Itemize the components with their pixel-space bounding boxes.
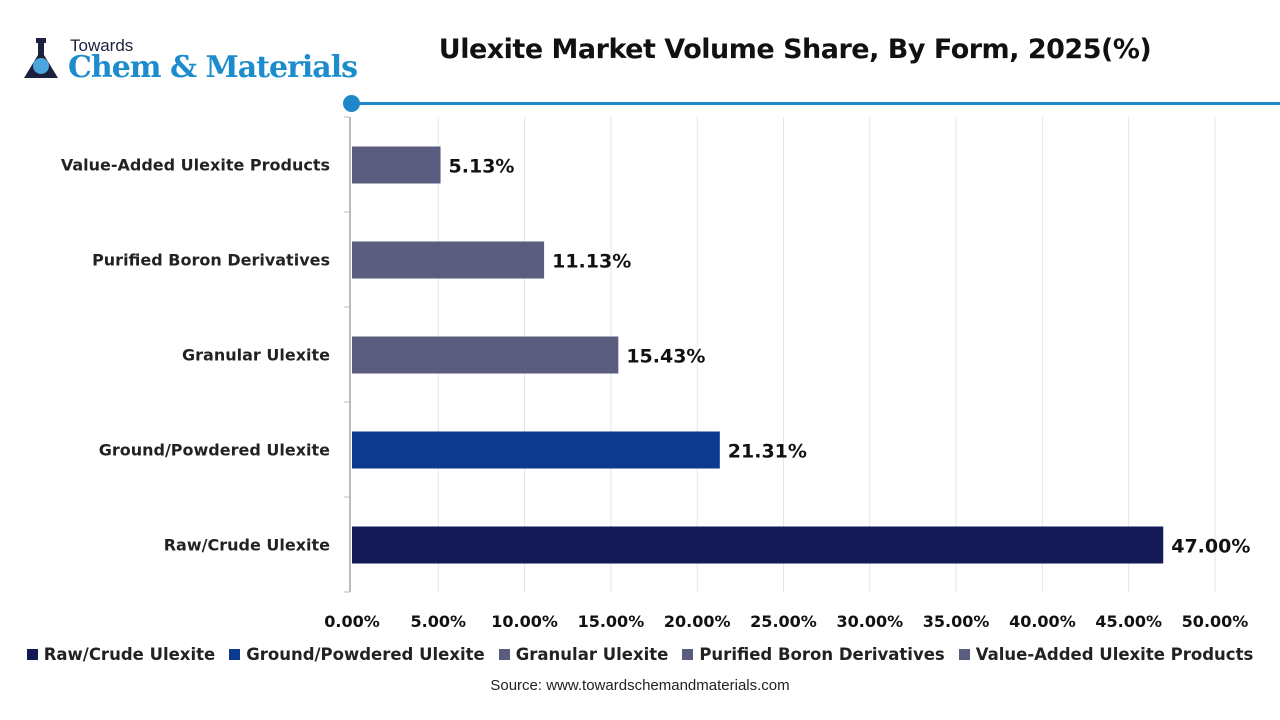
- x-tick-label: 10.00%: [491, 612, 558, 631]
- data-label: 21.31%: [728, 441, 807, 463]
- data-label: 5.13%: [449, 156, 515, 178]
- legend-item: Purified Boron Derivatives: [682, 645, 945, 664]
- legend-swatch: [498, 649, 510, 660]
- category-label: Value-Added Ulexite Products: [61, 156, 330, 175]
- logo-towards: Towards: [70, 36, 134, 55]
- legend-swatch: [682, 649, 694, 660]
- rule-dot: [343, 95, 360, 112]
- category-label: Granular Ulexite: [182, 346, 330, 365]
- x-tick-label: 30.00%: [836, 612, 903, 631]
- data-label: 15.43%: [626, 346, 705, 368]
- bar-chart: 0.00% 5.00% 10.00% 15.00% 20.00% 25.00% 30.00%…: [61, 116, 1250, 631]
- legend-swatch: [958, 649, 970, 660]
- logo-name: Chem & Materials: [68, 50, 358, 85]
- legend-label: Value-Added Ulexite Products: [975, 645, 1254, 664]
- legend-item: Raw/Crude Ulexite: [26, 645, 216, 664]
- x-tick-label: 25.00%: [750, 612, 817, 631]
- x-tick-label: 40.00%: [1009, 612, 1076, 631]
- bar: [352, 431, 720, 469]
- x-tick-label: 50.00%: [1182, 612, 1249, 631]
- x-tick-label: 20.00%: [664, 612, 731, 631]
- legend-swatch: [229, 649, 241, 660]
- title-rule: [352, 102, 1280, 105]
- legend-label: Ground/Powdered Ulexite: [246, 645, 485, 664]
- x-tick-label: 15.00%: [578, 612, 645, 631]
- legend-label: Raw/Crude Ulexite: [43, 645, 216, 664]
- logo: Towards Chem & Materials: [22, 36, 358, 86]
- data-label: 11.13%: [552, 251, 631, 273]
- legend-label: Purified Boron Derivatives: [699, 645, 945, 664]
- legend-label: Granular Ulexite: [515, 645, 669, 664]
- x-tick-label: 35.00%: [923, 612, 990, 631]
- legend-item: Value-Added Ulexite Products: [958, 645, 1254, 664]
- bar: [352, 526, 1164, 564]
- bar: [352, 241, 545, 279]
- category-label: Purified Boron Derivatives: [92, 251, 330, 270]
- category-label: Ground/Powdered Ulexite: [99, 441, 330, 460]
- data-label: 47.00%: [1171, 536, 1250, 558]
- legend: Raw/Crude Ulexite Ground/Powdered Ulexite…: [0, 645, 1280, 664]
- bar: [352, 336, 619, 374]
- legend-item: Granular Ulexite: [498, 645, 669, 664]
- bar: [352, 146, 441, 184]
- flask-icon: [24, 38, 58, 78]
- x-tick-label: 45.00%: [1095, 612, 1162, 631]
- chart-title: Ulexite Market Volume Share, By Form, 20…: [438, 34, 1152, 65]
- legend-swatch: [26, 649, 38, 660]
- x-tick-label: 0.00%: [324, 612, 380, 631]
- source: Source: www.towardschemandmaterials.com: [490, 677, 790, 694]
- category-label: Raw/Crude Ulexite: [164, 536, 330, 555]
- x-tick-label: 5.00%: [411, 612, 467, 631]
- legend-item: Ground/Powdered Ulexite: [229, 645, 485, 664]
